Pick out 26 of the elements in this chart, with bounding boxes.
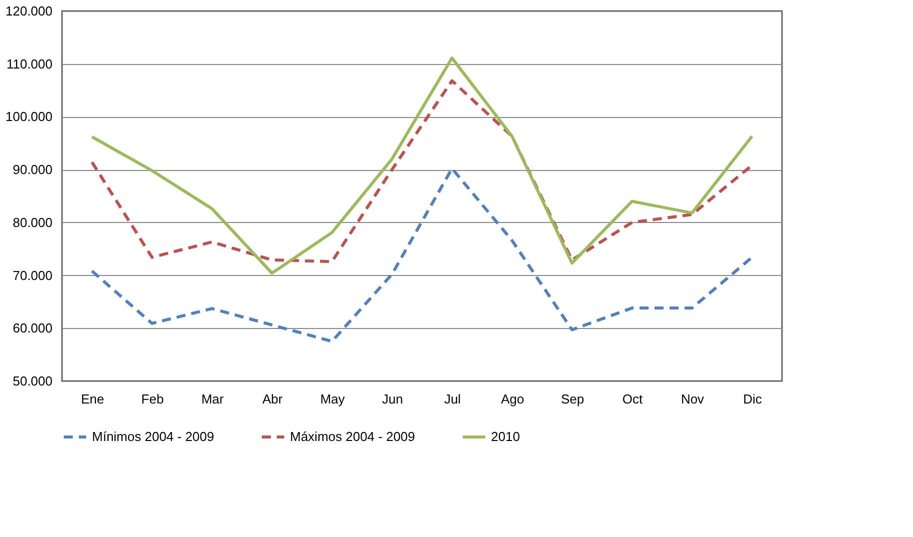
y-tick-label: 50.000: [12, 374, 52, 388]
y-tick-label: 90.000: [12, 162, 52, 178]
x-tick-label: Oct: [622, 392, 643, 406]
y-tick-label: 120.000: [6, 4, 52, 18]
x-tick-label: May: [320, 392, 346, 406]
x-tick-label: Ene: [80, 392, 104, 406]
line-series: [90, 79, 754, 264]
y-tick-label: 80.000: [12, 214, 52, 230]
y-tick-label: 110.000: [6, 56, 52, 72]
x-tick-label: Ago: [500, 392, 524, 406]
x-tick-label: Sep: [560, 392, 584, 406]
y-tick-label: 70.000: [12, 268, 52, 283]
y-tick-label: 60.000: [12, 320, 52, 336]
x-tick-label: Dic: [743, 392, 762, 406]
legend-label: 2010: [491, 429, 520, 444]
x-tick-label: Jun: [382, 392, 403, 406]
x-tick-label: Jul: [444, 392, 461, 406]
x-tick-label: Nov: [680, 392, 705, 406]
line-series: [90, 167, 754, 343]
x-tick-label: Mar: [201, 392, 224, 406]
x-tick-label: Abr: [262, 392, 284, 406]
legend-label: Mínimos 2004 - 2009: [92, 429, 214, 444]
x-tick-label: Feb: [141, 392, 164, 406]
line-series: [90, 56, 754, 275]
legend-label: Máximos 2004 - 2009: [290, 429, 416, 444]
y-tick-label: 100.000: [6, 109, 52, 124]
